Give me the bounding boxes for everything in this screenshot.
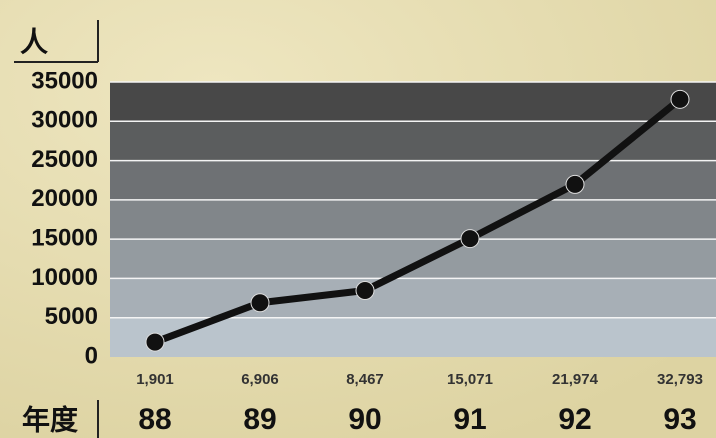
x-tick-label: 89 bbox=[243, 403, 276, 436]
y-tick-label: 35000 bbox=[31, 67, 98, 94]
y-tick-label: 30000 bbox=[31, 107, 98, 134]
y-tick-label: 25000 bbox=[31, 146, 98, 173]
y-tick-label: 20000 bbox=[31, 185, 98, 212]
data-point bbox=[250, 293, 270, 313]
value-label: 8,467 bbox=[346, 371, 384, 388]
plot-band bbox=[110, 239, 716, 279]
y-axis-label: 人 bbox=[20, 26, 48, 57]
value-label: 32,793 bbox=[657, 371, 703, 388]
plot-band bbox=[110, 82, 716, 122]
plot-band bbox=[110, 199, 716, 240]
data-point bbox=[355, 280, 375, 300]
data-point bbox=[145, 332, 165, 352]
data-point bbox=[565, 174, 585, 194]
x-tick-label: 92 bbox=[558, 403, 591, 436]
plot-band bbox=[110, 278, 716, 318]
value-label: 21,974 bbox=[552, 371, 599, 388]
data-line bbox=[153, 96, 683, 346]
value-label: 1,901 bbox=[136, 371, 174, 388]
x-axis-label: 年度 bbox=[22, 403, 78, 435]
value-label: 6,906 bbox=[241, 371, 279, 388]
y-tick-label: 0 bbox=[85, 342, 98, 369]
x-tick-label: 90 bbox=[348, 403, 381, 436]
data-point bbox=[670, 89, 690, 109]
x-tick-label: 88 bbox=[138, 403, 171, 436]
value-label: 15,071 bbox=[447, 371, 493, 388]
data-point bbox=[460, 229, 480, 249]
plot-bands bbox=[110, 82, 716, 357]
x-tick-label: 91 bbox=[453, 403, 486, 436]
y-tick-label: 15000 bbox=[31, 224, 98, 251]
plot-band bbox=[110, 160, 716, 200]
x-tick-label: 93 bbox=[663, 403, 696, 436]
y-tick-label: 10000 bbox=[31, 264, 98, 291]
y-tick-label: 5000 bbox=[45, 303, 98, 330]
